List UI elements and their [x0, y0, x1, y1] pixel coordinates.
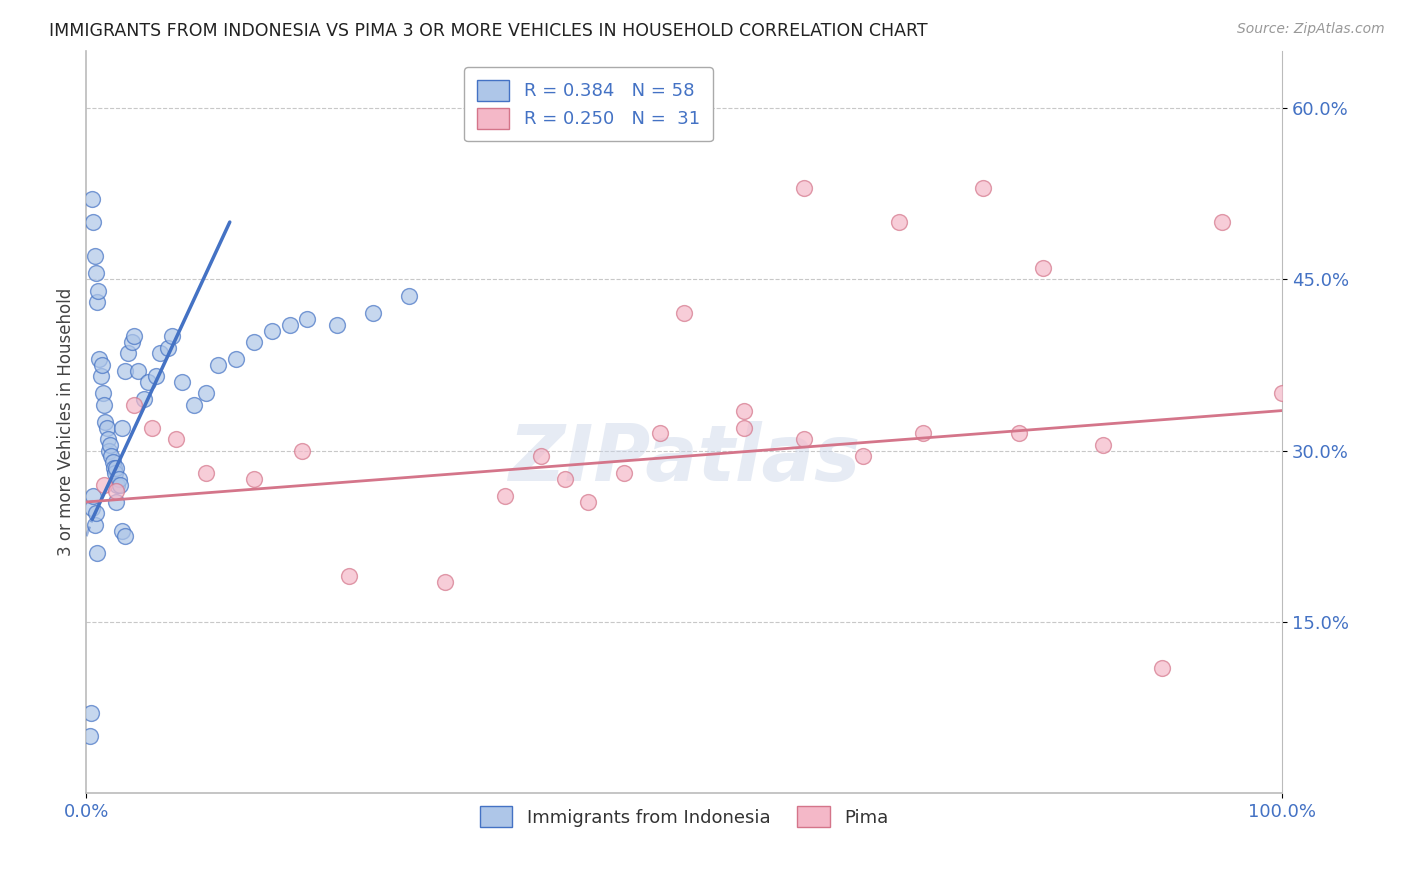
- Point: [97, 432, 120, 446]
- Point: [162, 329, 184, 343]
- Point: [225, 352, 247, 367]
- Point: [82, 192, 104, 206]
- Point: [111, 421, 134, 435]
- Point: [650, 426, 672, 441]
- Point: [170, 375, 193, 389]
- Point: [103, 460, 125, 475]
- Legend: Immigrants from Indonesia, Pima: Immigrants from Indonesia, Pima: [471, 797, 897, 837]
- Point: [278, 318, 301, 332]
- Point: [121, 334, 143, 349]
- Point: [127, 363, 149, 377]
- Point: [122, 329, 145, 343]
- Point: [89, 352, 111, 367]
- Point: [117, 346, 139, 360]
- Point: [104, 467, 127, 481]
- Point: [105, 495, 128, 509]
- Point: [98, 438, 121, 452]
- Point: [793, 181, 815, 195]
- Point: [530, 450, 553, 464]
- Point: [122, 398, 145, 412]
- Point: [84, 267, 107, 281]
- Point: [82, 215, 104, 229]
- Point: [108, 478, 131, 492]
- Point: [242, 472, 264, 486]
- Point: [912, 426, 935, 441]
- Point: [114, 529, 136, 543]
- Point: [398, 289, 420, 303]
- Point: [290, 443, 312, 458]
- Point: [83, 517, 105, 532]
- Point: [79, 729, 101, 743]
- Point: [889, 215, 911, 229]
- Point: [297, 312, 319, 326]
- Point: [165, 432, 187, 446]
- Point: [733, 421, 755, 435]
- Point: [972, 181, 994, 195]
- Point: [94, 415, 117, 429]
- Point: [132, 392, 155, 406]
- Point: [1032, 260, 1054, 275]
- Point: [1008, 426, 1031, 441]
- Point: [98, 443, 121, 458]
- Point: [84, 507, 107, 521]
- Point: [361, 306, 384, 320]
- Point: [82, 489, 104, 503]
- Point: [90, 358, 112, 372]
- Text: ZIPatlas: ZIPatlas: [508, 421, 860, 497]
- Text: IMMIGRANTS FROM INDONESIA VS PIMA 3 OR MORE VEHICLES IN HOUSEHOLD CORRELATION CH: IMMIGRANTS FROM INDONESIA VS PIMA 3 OR M…: [49, 22, 928, 40]
- Point: [145, 369, 167, 384]
- Point: [733, 403, 755, 417]
- Point: [1211, 215, 1233, 229]
- Point: [105, 483, 128, 498]
- Point: [100, 450, 122, 464]
- Point: [793, 432, 815, 446]
- Point: [86, 295, 108, 310]
- Text: Source: ZipAtlas.com: Source: ZipAtlas.com: [1237, 22, 1385, 37]
- Point: [105, 460, 128, 475]
- Point: [114, 363, 136, 377]
- Point: [613, 467, 636, 481]
- Point: [141, 421, 163, 435]
- Point: [156, 341, 179, 355]
- Point: [433, 574, 456, 589]
- Point: [87, 284, 110, 298]
- Point: [1152, 661, 1174, 675]
- Point: [80, 706, 103, 721]
- Point: [111, 524, 134, 538]
- Point: [578, 495, 600, 509]
- Point: [194, 386, 217, 401]
- Point: [90, 369, 112, 384]
- Point: [93, 398, 115, 412]
- Point: [194, 467, 217, 481]
- Point: [260, 324, 283, 338]
- Point: [83, 249, 105, 263]
- Point: [183, 398, 205, 412]
- Point: [96, 421, 118, 435]
- Point: [91, 386, 114, 401]
- Point: [494, 489, 516, 503]
- Point: [326, 318, 349, 332]
- Point: [105, 478, 128, 492]
- Point: [149, 346, 172, 360]
- Point: [1091, 438, 1114, 452]
- Point: [138, 375, 160, 389]
- Point: [207, 358, 229, 372]
- Point: [101, 455, 124, 469]
- Point: [1271, 386, 1294, 401]
- Point: [86, 546, 108, 560]
- Point: [337, 569, 360, 583]
- Y-axis label: 3 or more Vehicles in Household: 3 or more Vehicles in Household: [58, 288, 75, 556]
- Point: [242, 334, 264, 349]
- Point: [107, 472, 129, 486]
- Point: [673, 306, 696, 320]
- Point: [852, 450, 875, 464]
- Point: [93, 478, 115, 492]
- Point: [82, 500, 104, 515]
- Point: [554, 472, 576, 486]
